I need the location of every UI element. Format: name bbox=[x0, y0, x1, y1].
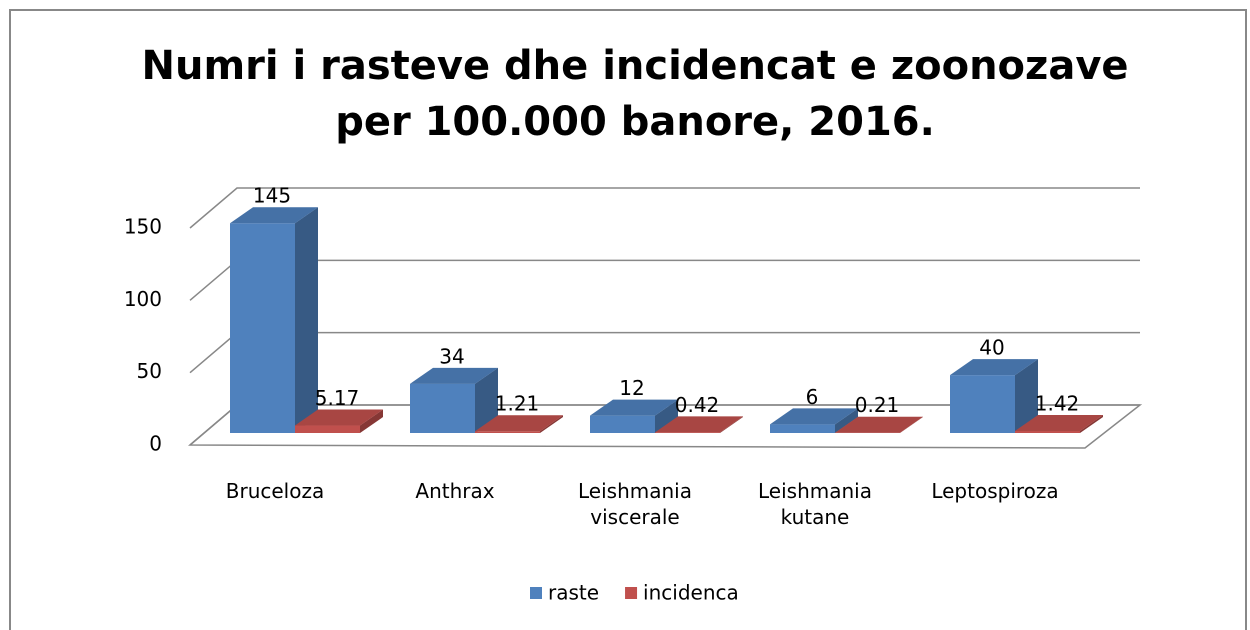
data-label: 145 bbox=[253, 184, 291, 208]
x-tick-label: Anthrax bbox=[415, 479, 495, 503]
legend-label: raste bbox=[548, 581, 599, 605]
y-tick-label: 100 bbox=[124, 287, 162, 311]
y-tick-label: 50 bbox=[137, 359, 162, 383]
data-label: 0.21 bbox=[855, 393, 900, 417]
data-label: 6 bbox=[806, 385, 819, 409]
x-tick-label: Leptospiroza bbox=[931, 479, 1059, 503]
data-label: 12 bbox=[619, 376, 644, 400]
x-tick-label: Bruceloza bbox=[225, 479, 325, 503]
data-label: 34 bbox=[439, 344, 464, 368]
bar bbox=[295, 409, 383, 433]
data-label: 1.21 bbox=[495, 392, 540, 416]
y-tick-label: 0 bbox=[149, 432, 162, 456]
bar bbox=[590, 399, 678, 433]
legend-swatch bbox=[625, 587, 638, 599]
grid-line bbox=[189, 187, 1140, 229]
bar bbox=[410, 367, 498, 433]
bar bbox=[770, 408, 858, 433]
x-tick-label: Leishmania kutane bbox=[758, 479, 872, 529]
data-label: 1.42 bbox=[1035, 391, 1080, 415]
data-label: 5.17 bbox=[315, 386, 360, 410]
bar bbox=[230, 207, 318, 433]
data-label: 0.42 bbox=[675, 393, 720, 417]
data-label: 40 bbox=[979, 336, 1004, 360]
bar bbox=[950, 359, 1038, 433]
bar bbox=[655, 416, 743, 433]
grid-line bbox=[189, 259, 1140, 301]
bar bbox=[1015, 414, 1103, 433]
chart-title: Numri i rasteve dhe incidencat e zoonoza… bbox=[141, 43, 1129, 145]
bar bbox=[475, 415, 563, 433]
y-tick-label: 150 bbox=[124, 215, 162, 239]
legend-swatch bbox=[530, 587, 542, 599]
bar bbox=[835, 416, 923, 433]
chart-border bbox=[9, 9, 1247, 630]
x-tick-label: Leishmania viscerale bbox=[578, 479, 692, 529]
legend-label: incidenca bbox=[643, 581, 739, 605]
